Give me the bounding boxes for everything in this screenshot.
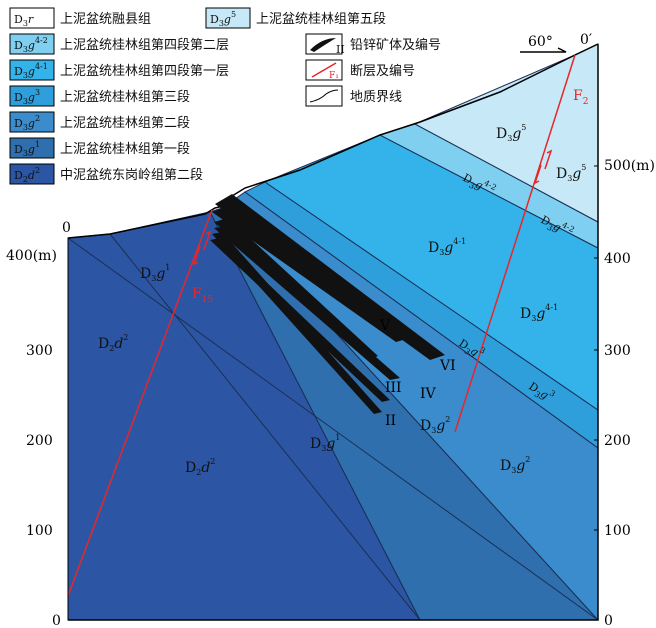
legend-unit-row: D3g5 上泥盆统桂林组第五段 bbox=[205, 7, 386, 29]
fault-icon bbox=[311, 62, 337, 78]
legend-unit-name: 上泥盆统桂林组第三段 bbox=[60, 90, 190, 105]
svg-text:F₁: F₁ bbox=[329, 71, 339, 81]
orientation-marker: 60° bbox=[520, 34, 567, 53]
boundary-icon bbox=[309, 89, 339, 103]
boundary-line bbox=[67, 237, 599, 621]
legend-symbol-label: 断层及编号 bbox=[350, 64, 415, 79]
right-axis-unit: 500(m) bbox=[604, 158, 655, 174]
legend-unit-row: D3r 上泥盆统融县组 bbox=[9, 7, 151, 29]
unit-label: D3g2 bbox=[500, 455, 530, 475]
ore-body-shape bbox=[212, 206, 410, 342]
unit-label: D2d2 bbox=[98, 333, 128, 353]
right-tick: 100 bbox=[604, 523, 631, 539]
ore-label-vi: VI bbox=[439, 358, 456, 374]
legend-unit-name: 上泥盆统融县组 bbox=[60, 12, 151, 27]
svg-text:D3g3: D3g3 bbox=[14, 88, 40, 106]
legend-unit-row: D3g4-2 上泥盆统桂林组第四段第二层 bbox=[9, 33, 229, 55]
unit-label: D3g4-2 bbox=[538, 211, 576, 243]
legend-unit-name: 上泥盆统桂林组第一段 bbox=[60, 142, 190, 157]
legend: D3r 上泥盆统融县组 D3g5 上泥盆统桂林组第五段 D3g4-2 上泥盆统桂… bbox=[9, 7, 441, 185]
faults: F15 F2 bbox=[67, 54, 588, 597]
legend-symbol-row: F₁ 断层及编号 bbox=[305, 59, 415, 81]
ore-body-shape bbox=[215, 194, 445, 360]
ore-body-shape bbox=[210, 238, 390, 402]
unit-label: D3g1 bbox=[310, 433, 340, 453]
left-tick: 200 bbox=[26, 433, 53, 449]
legend-symbol-row: 地质界线 bbox=[305, 85, 402, 107]
legend-symbol-row: II 铅锌矿体及编号 bbox=[305, 33, 441, 56]
svg-text:II: II bbox=[336, 43, 345, 56]
left-axis-unit: 400(m) bbox=[6, 248, 57, 264]
topographic-surface bbox=[67, 43, 599, 239]
legend-unit-name: 上泥盆统桂林组第四段第二层 bbox=[60, 38, 229, 53]
fault-f15-line bbox=[67, 209, 213, 597]
unit-label: D3g3 bbox=[525, 377, 557, 406]
legend-unit-row: D3g3 上泥盆统桂林组第三段 bbox=[9, 85, 190, 107]
orientation-arrow-icon bbox=[520, 47, 567, 53]
ore-label-ii: II bbox=[385, 413, 396, 429]
unit-label: D3g4-1 bbox=[428, 237, 466, 257]
left-tick: 100 bbox=[26, 523, 53, 539]
legend-unit-name: 中泥盆统东岗岭组第二段 bbox=[60, 168, 203, 183]
ore-label-v: V bbox=[379, 318, 391, 334]
boundary-line bbox=[109, 233, 421, 621]
ore-body-shape bbox=[214, 226, 400, 380]
legend-symbol-label: 铅锌矿体及编号 bbox=[350, 38, 441, 53]
svg-text:D3g4-1: D3g4-1 bbox=[14, 62, 48, 80]
legend-unit-name: 上泥盆统桂林组第二段 bbox=[60, 116, 190, 131]
left-tick: 0 bbox=[52, 613, 61, 628]
unit-label: D3g4-1 bbox=[520, 303, 558, 323]
svg-text:D3g1: D3g1 bbox=[14, 140, 40, 158]
left-axis: 0 400(m) 300 200 100 0 bbox=[6, 220, 598, 628]
legend-unit-row: D3g1 上泥盆统桂林组第一段 bbox=[9, 137, 190, 159]
left-tick: 300 bbox=[26, 343, 53, 359]
legend-symbol-label: 地质界线 bbox=[350, 90, 402, 105]
legend-unit-name: 上泥盆统桂林组第五段 bbox=[256, 12, 386, 27]
fault-arrow-icon bbox=[192, 149, 553, 266]
right-tick: 0 bbox=[604, 613, 613, 628]
right-axis-top: 0′ bbox=[580, 32, 592, 48]
ore-label-iii: III bbox=[385, 380, 402, 396]
fault-f2-line bbox=[454, 54, 576, 433]
unit-label: D3g2 bbox=[420, 415, 450, 435]
fault-f2-label: F2 bbox=[573, 88, 588, 107]
right-axis: 0′ 500(m) 400 300 200 100 0 bbox=[580, 32, 655, 628]
legend-unit-name: 上泥盆统桂林组第四段第一层 bbox=[60, 64, 229, 79]
unit-label: D3g5 bbox=[496, 123, 526, 143]
svg-text:D3r: D3r bbox=[14, 13, 34, 28]
left-axis-top: 0 bbox=[62, 220, 71, 236]
svg-text:D3g5: D3g5 bbox=[210, 10, 236, 28]
ore-body-icon bbox=[310, 38, 336, 52]
right-tick: 300 bbox=[604, 343, 631, 359]
svg-text:D3g2: D3g2 bbox=[14, 114, 40, 132]
unit-label: D2d2 bbox=[185, 457, 215, 477]
angle-label: 60° bbox=[528, 34, 553, 50]
fault-f15-label: F15 bbox=[192, 286, 213, 305]
ore-labels: V VI III IV II bbox=[379, 318, 456, 429]
ore-label-iv: IV bbox=[420, 386, 437, 402]
right-tick: 200 bbox=[604, 433, 631, 449]
legend-unit-row: D2d2 中泥盆统东岗岭组第二段 bbox=[9, 163, 203, 185]
right-tick: 400 bbox=[604, 251, 631, 267]
unit-label: D3g1 bbox=[140, 263, 170, 283]
svg-text:D3g4-2: D3g4-2 bbox=[14, 36, 48, 54]
ore-bodies bbox=[210, 194, 445, 414]
legend-unit-row: D3g4-1 上泥盆统桂林组第四段第一层 bbox=[9, 59, 229, 81]
unit-label: D3g5 bbox=[556, 163, 586, 183]
legend-unit-row: D3g2 上泥盆统桂林组第二段 bbox=[9, 111, 190, 133]
svg-text:D2d2: D2d2 bbox=[14, 166, 40, 184]
